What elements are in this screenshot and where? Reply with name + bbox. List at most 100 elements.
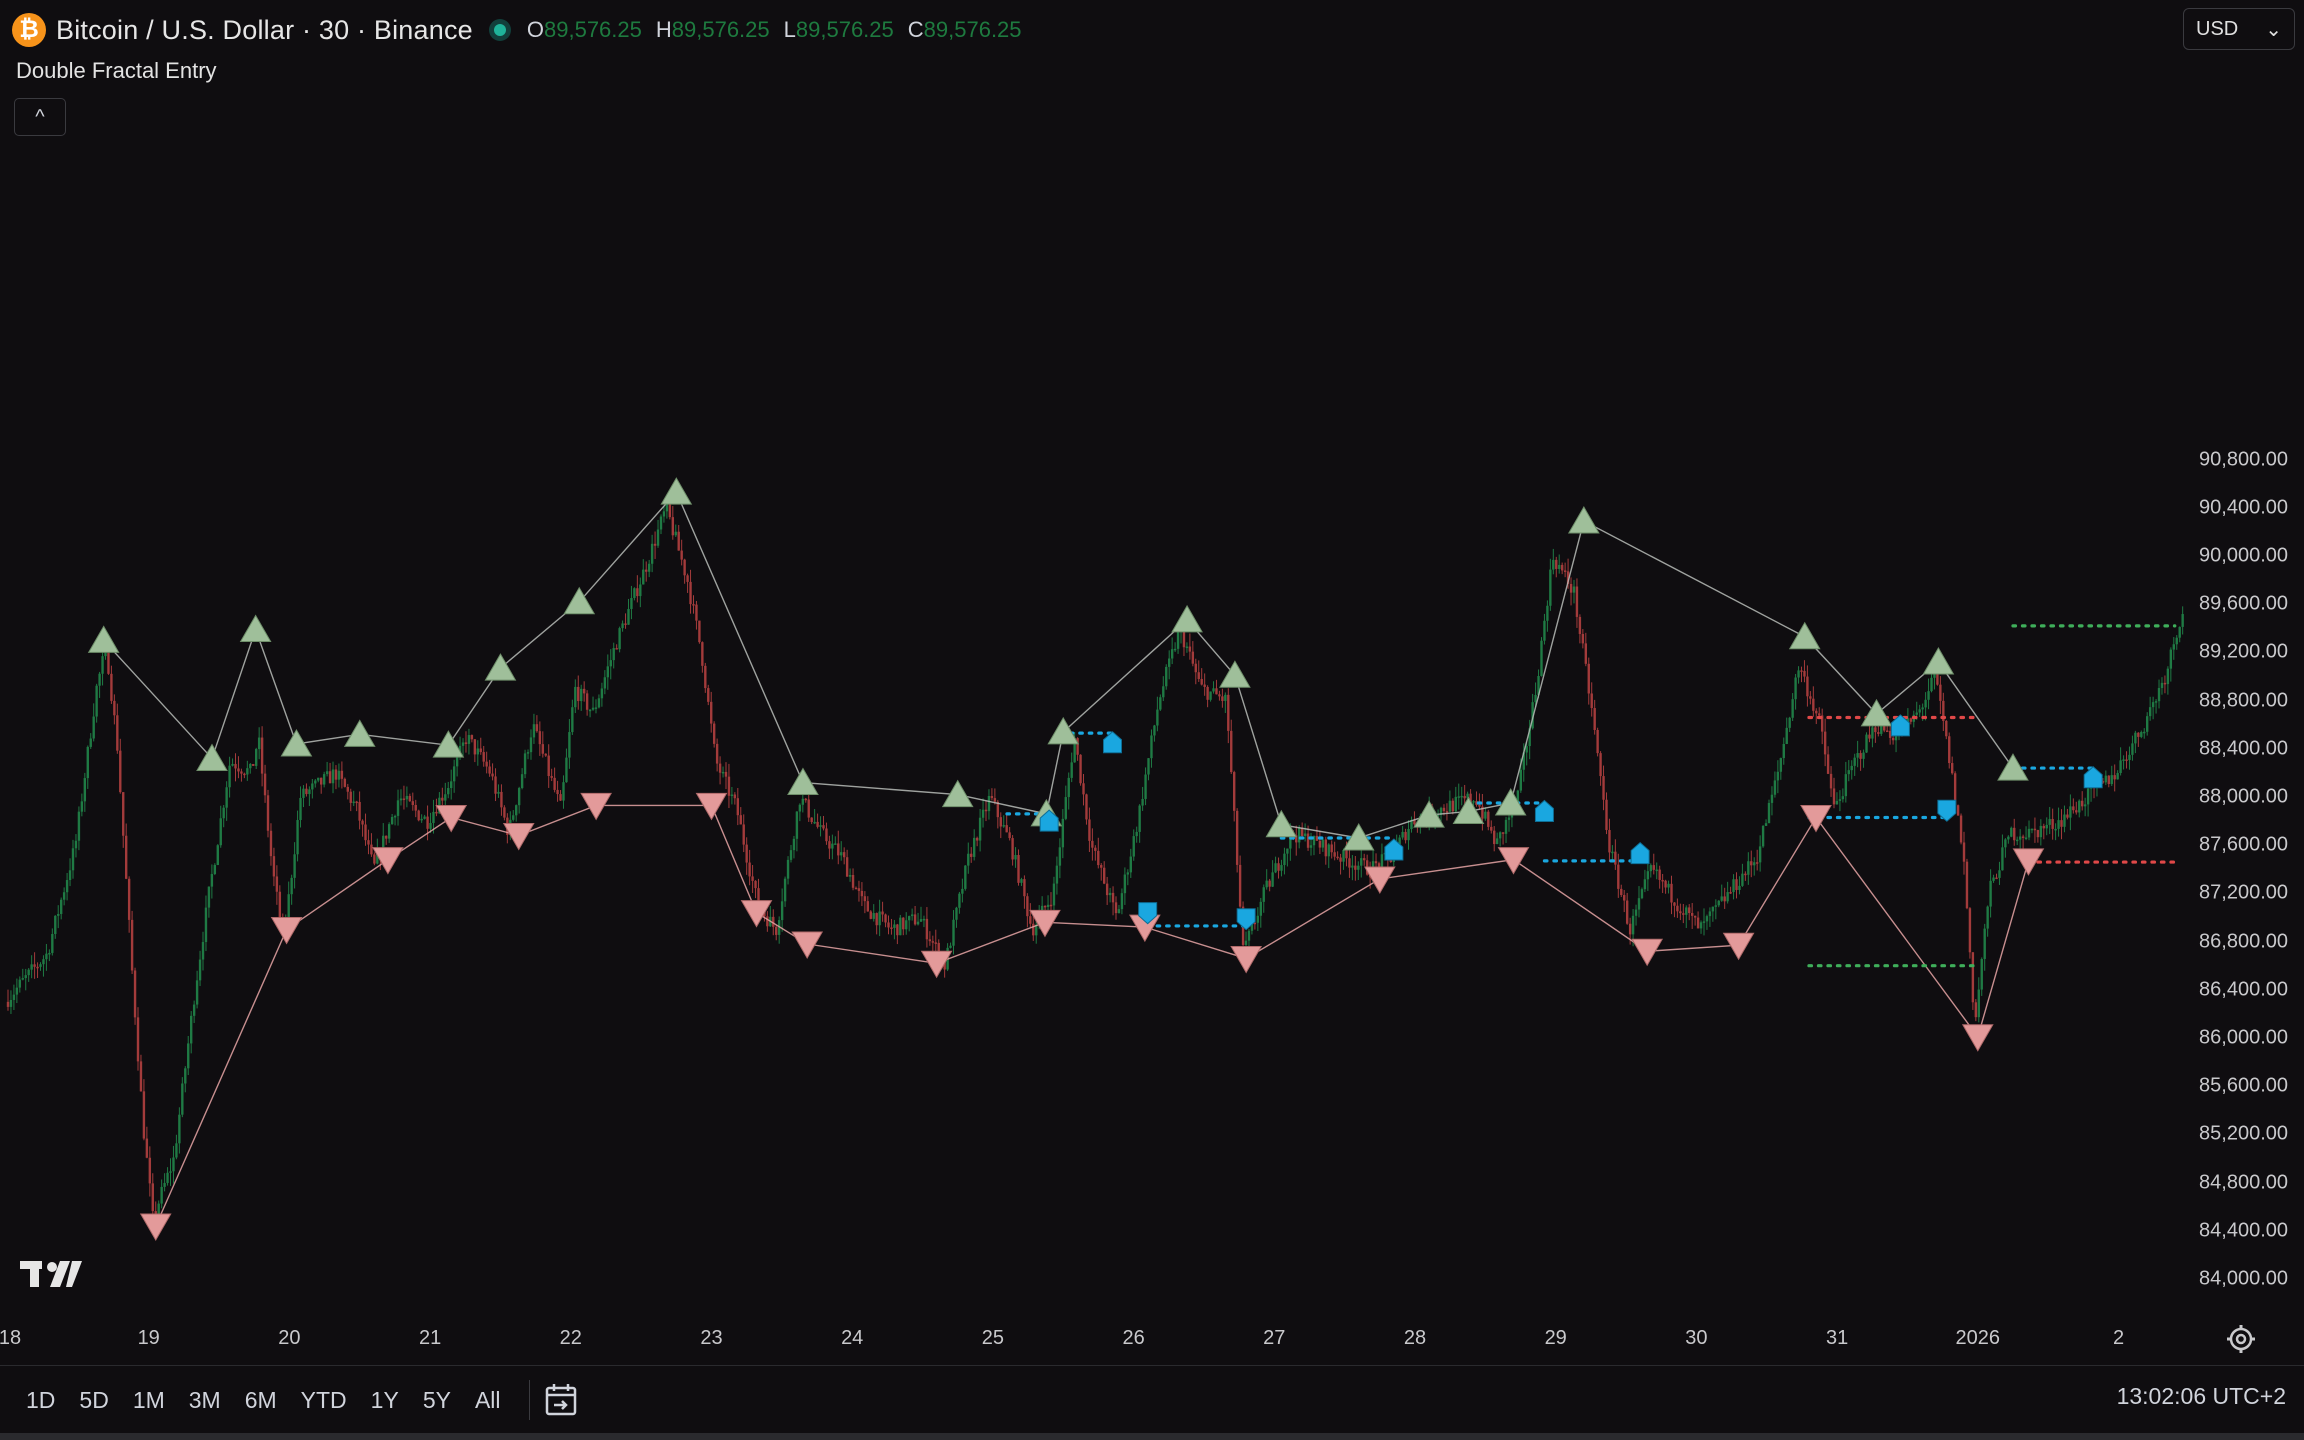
candle-body (2057, 820, 2060, 829)
timezone-clock[interactable]: 13:02:06 UTC+2 (2116, 1383, 2286, 1409)
candles-layer (6, 495, 2184, 1227)
candle-body (1209, 691, 1212, 700)
collapse-indicators-button[interactable]: ^ (14, 98, 66, 136)
candle-body (1540, 640, 1543, 676)
candle-body (1888, 730, 1892, 738)
candle-body (780, 901, 784, 921)
candle-body (766, 916, 769, 927)
candle-body (612, 648, 615, 661)
range-5y-button[interactable]: 5Y (422, 1386, 451, 1413)
candle-body (1079, 754, 1082, 784)
price-tick-label: 90,000.00 (2199, 544, 2288, 567)
candle-body (1005, 825, 1008, 833)
range-all-button[interactable]: All (474, 1386, 501, 1413)
low-fractal-marker (270, 917, 303, 945)
candle-body (1608, 829, 1611, 853)
candle-body (269, 830, 273, 857)
candle-body (526, 752, 530, 754)
candle-body (659, 516, 663, 530)
candle-body (370, 844, 373, 855)
candle-body (98, 673, 101, 686)
gear-icon[interactable] (2224, 1322, 2258, 1356)
candle-body (783, 878, 787, 902)
candle-body (798, 804, 802, 812)
candle-body (6, 1001, 10, 1007)
candle-body (1679, 911, 1682, 914)
candle-body (455, 756, 459, 767)
candle-body (1061, 818, 1065, 848)
candle-body (961, 888, 964, 894)
range-1d-button[interactable]: 1D (26, 1386, 56, 1413)
candle-body (396, 800, 400, 816)
candle-body (574, 686, 577, 708)
candle-body (1729, 892, 1732, 894)
candle-body (1835, 800, 1839, 805)
candle-body (745, 844, 748, 863)
candle-body (355, 801, 358, 804)
candle-body (568, 732, 571, 758)
candle-body (1815, 710, 1818, 714)
candle-body (1726, 892, 1729, 902)
candle-body (763, 911, 766, 917)
time-tick-label: 23 (700, 1327, 723, 1349)
candle-body (1173, 648, 1177, 651)
long-entry-marker (1630, 841, 1650, 865)
range-ytd-button[interactable]: YTD (300, 1386, 347, 1413)
candle-body (157, 1203, 160, 1215)
candle-body (127, 878, 131, 920)
candle-body (1673, 902, 1676, 906)
candle-body (984, 809, 988, 812)
candle-body (364, 824, 367, 841)
price-tick-label: 88,000.00 (2199, 785, 2288, 808)
candle-body (1111, 892, 1115, 903)
candle-body (252, 764, 255, 766)
range-5d-button[interactable]: 5D (79, 1386, 109, 1413)
calendar-goto-icon[interactable] (544, 1382, 580, 1418)
candle-body (1676, 905, 1679, 912)
candle-body (142, 1091, 146, 1139)
candle-body (243, 773, 246, 776)
time-tick-label: 25 (981, 1327, 1005, 1349)
candle-body (1599, 753, 1602, 777)
candle-body (1354, 865, 1357, 870)
candle-body (1481, 806, 1484, 819)
low-fractal-marker (1961, 1024, 1994, 1052)
candle-body (1631, 915, 1635, 935)
candle-body (674, 531, 677, 536)
candle-body (435, 811, 438, 814)
candle-body (1838, 799, 1842, 801)
candle-body (101, 656, 104, 674)
candle-body (382, 835, 385, 858)
candle-body (1628, 923, 1632, 935)
candle-body (1442, 807, 1446, 812)
candle-body (819, 825, 822, 827)
candle-body (417, 810, 420, 821)
candle-body (187, 1043, 190, 1069)
candle-body (1274, 863, 1277, 873)
high-fractal-marker (87, 625, 120, 653)
tradingview-logo[interactable] (20, 1256, 86, 1299)
candle-body (411, 801, 414, 805)
candle-body (1135, 831, 1138, 837)
market-status-icon[interactable] (488, 19, 511, 41)
range-1y-button[interactable]: 1Y (370, 1386, 399, 1413)
fractal-markers-layer (87, 477, 2045, 1241)
candle-body (2134, 732, 2137, 744)
candle-body (1788, 717, 1791, 728)
candle-body (2178, 626, 2181, 638)
candle-body (148, 1157, 152, 1184)
indicator-title[interactable]: Double Fractal Entry (16, 58, 217, 83)
candle-body (1723, 896, 1726, 902)
candle-body (1289, 832, 1292, 849)
range-3m-button[interactable]: 3M (188, 1386, 221, 1413)
candle-body (1534, 694, 1537, 703)
symbol-title[interactable]: Bitcoin / U.S. Dollar · 30 · Binance (56, 14, 473, 45)
range-1m-button[interactable]: 1M (132, 1386, 165, 1413)
candle-body (1507, 817, 1511, 820)
currency-select[interactable]: USD ⌄ (2183, 8, 2295, 50)
candle-body (1504, 819, 1508, 834)
range-6m-button[interactable]: 6M (244, 1386, 277, 1413)
candle-body (1868, 734, 1871, 739)
candle-body (2143, 731, 2146, 734)
